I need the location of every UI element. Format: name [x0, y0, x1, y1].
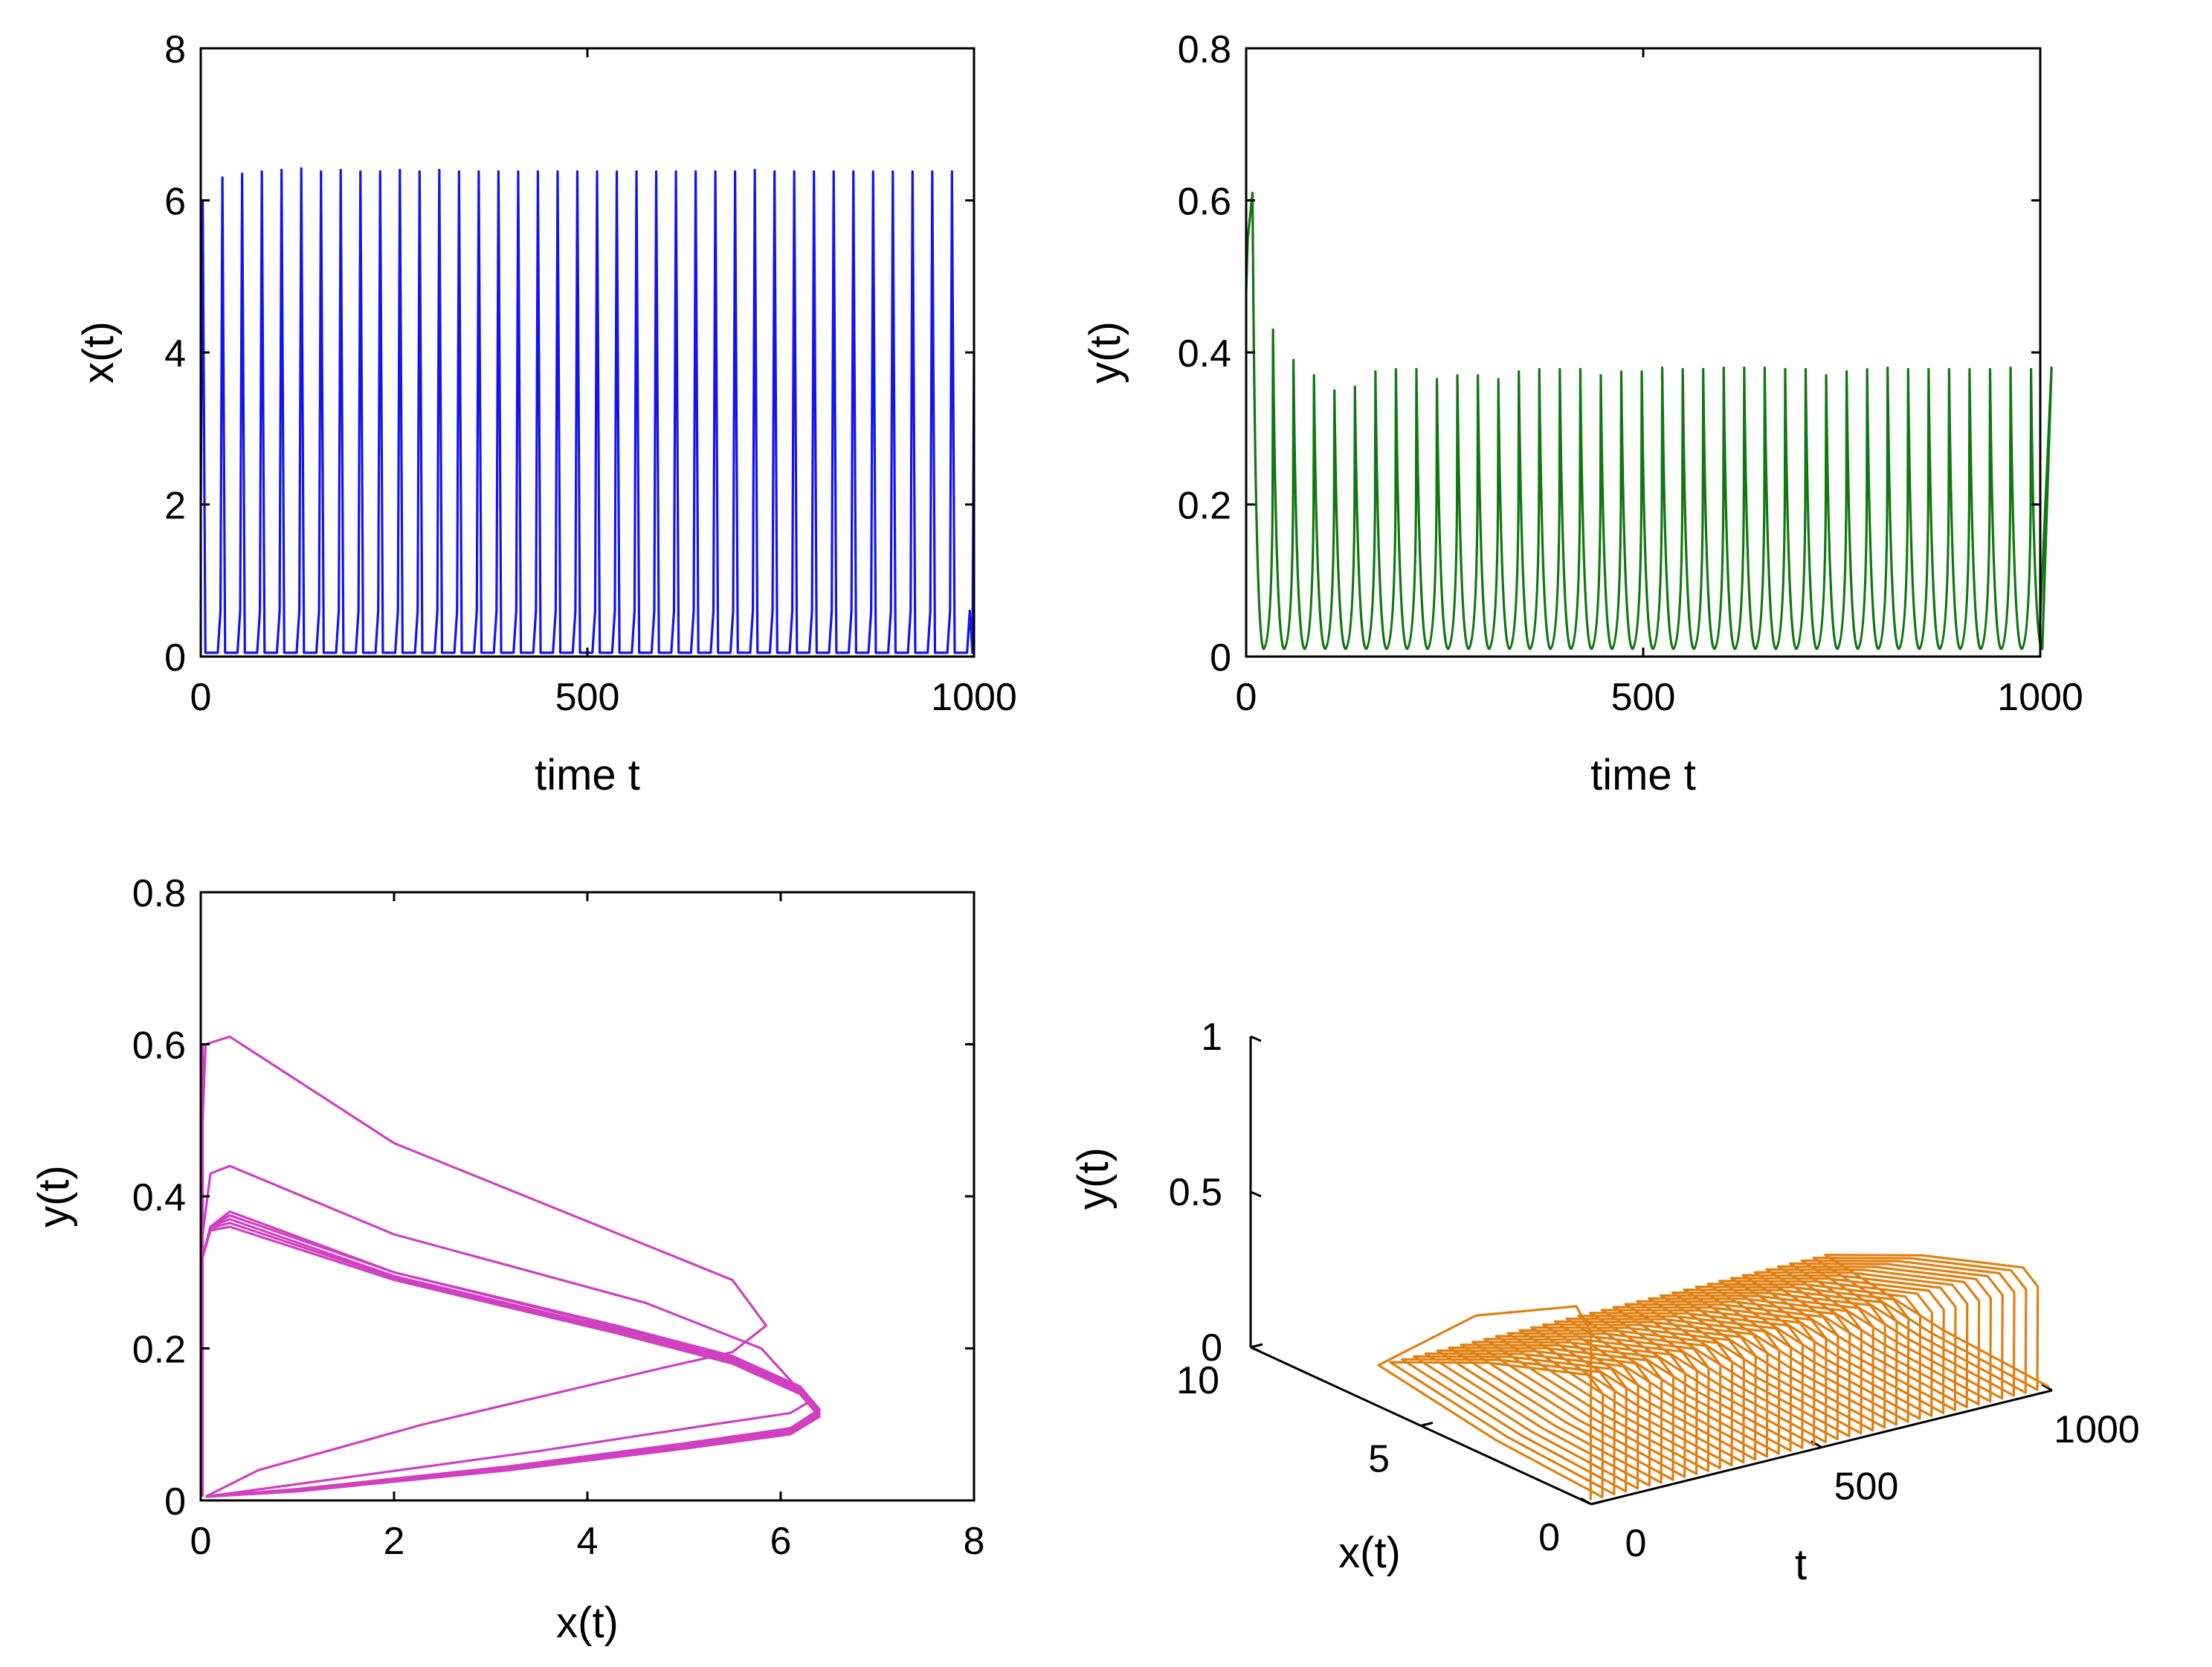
p2-xtick-label: 500	[1611, 676, 1676, 719]
p4-zlabel: x(t)	[1338, 1529, 1401, 1577]
p1-ylabel: x(t)	[74, 321, 123, 384]
p1-xlabel: time t	[535, 751, 640, 799]
p1-ytick-label: 8	[164, 28, 186, 71]
p4-y-tick	[1250, 1346, 1262, 1353]
p4-y-tick	[1250, 1190, 1262, 1198]
p3-ytick-label: 0.4	[132, 1176, 186, 1219]
p3-ytick-label: 0.6	[132, 1025, 186, 1068]
p4-x-tick	[1590, 1500, 1604, 1506]
p3-xtick-label: 6	[770, 1520, 792, 1563]
p3-xtick-label: 4	[577, 1520, 599, 1563]
p2-ticks: 0 500 1000 0 0.2 0.4 0.6 0.8	[1178, 28, 2083, 719]
p2-ytick-label: 0.2	[1178, 485, 1231, 528]
p4-t-tick	[1580, 1497, 1592, 1506]
p2-ylabel: y(t)	[1081, 321, 1129, 384]
p1-xtick-label: 1000	[931, 676, 1017, 719]
p4-plot-area	[1377, 1254, 2050, 1500]
p3-xtick-label: 2	[384, 1520, 405, 1563]
p4-t-tick-label: 1000	[2054, 1408, 2140, 1451]
p1-ytick-label: 6	[164, 181, 186, 224]
p3-ylabel: y(t)	[30, 1165, 78, 1228]
p1-xtick-label: 500	[555, 676, 620, 719]
p1-series-x	[199, 167, 976, 654]
p2-xtick-label: 0	[1236, 676, 1257, 719]
p4-ylabel: y(t)	[1069, 1147, 1118, 1210]
panel-y-time: 0 500 1000 0 0.2 0.4 0.6 0.8 time t y(t)	[1081, 28, 2083, 799]
p2-xlabel: time t	[1590, 751, 1696, 799]
p4-t-tick	[2041, 1383, 2053, 1392]
p3-orbit-0	[201, 1035, 768, 1498]
p3-ytick-label: 0.2	[132, 1329, 186, 1372]
p1-ticks: 0 500 1000 0 2 4 6 8	[164, 28, 1017, 719]
p1-xtick-label: 0	[190, 676, 212, 719]
p4-y-tick-label: 0.5	[1169, 1171, 1222, 1214]
p3-xtick-label: 0	[190, 1520, 212, 1563]
p3-ytick-label: 0.8	[132, 872, 186, 915]
panel-x-time: 0 500 1000 0 2 4 6 8 time t x(t)	[74, 28, 1017, 799]
p2-ytick-label: 0.4	[1178, 332, 1231, 375]
p2-ytick-label: 0.6	[1178, 181, 1231, 224]
p4-t-tick-label: 500	[1834, 1466, 1899, 1509]
p4-xlabel: t	[1795, 1541, 1807, 1589]
p4-x-tick-label: 10	[1176, 1359, 1219, 1402]
p3-xlabel: x(t)	[556, 1599, 619, 1647]
p4-y-tick-label: 1	[1201, 1016, 1222, 1059]
p3-orbit-1	[201, 1164, 811, 1498]
panel-phase-plane: 0 2 4 6 8 0 0.2 0.4 0.6 0.8 x(t) y(t)	[30, 872, 984, 1647]
p3-ytick-label: 0	[164, 1480, 186, 1523]
p1-ytick-label: 4	[164, 332, 186, 375]
p1-ytick-label: 2	[164, 485, 186, 528]
p4-x-tick-label: 0	[1538, 1516, 1560, 1559]
p3-plot-area	[201, 1035, 821, 1498]
p1-ytick-label: 0	[164, 636, 186, 680]
p4-x-tick	[1420, 1422, 1434, 1427]
p2-xtick-label: 1000	[1997, 676, 2083, 719]
p3-orbit-6	[201, 1222, 821, 1498]
p4-y-tick-label: 0	[1201, 1326, 1222, 1370]
p4-x-tick	[1250, 1343, 1263, 1349]
p4-y-tick	[1250, 1035, 1262, 1042]
p2-series-y	[1245, 191, 2053, 651]
p3-ticks: 0 2 4 6 8 0 0.2 0.4 0.6 0.8	[132, 872, 985, 1563]
p3-orbit-5	[201, 1213, 821, 1498]
p2-ytick-label: 0.8	[1178, 28, 1231, 71]
p1-plot-area	[199, 167, 976, 654]
p4-t-tick-label: 0	[1625, 1522, 1647, 1565]
p4-series-trajectory	[1377, 1254, 2050, 1500]
p4-x-tick-label: 5	[1368, 1438, 1390, 1481]
p2-ytick-label: 0	[1210, 636, 1231, 680]
p2-plot-area	[1245, 191, 2053, 651]
p3-xtick-label: 8	[964, 1520, 985, 1563]
